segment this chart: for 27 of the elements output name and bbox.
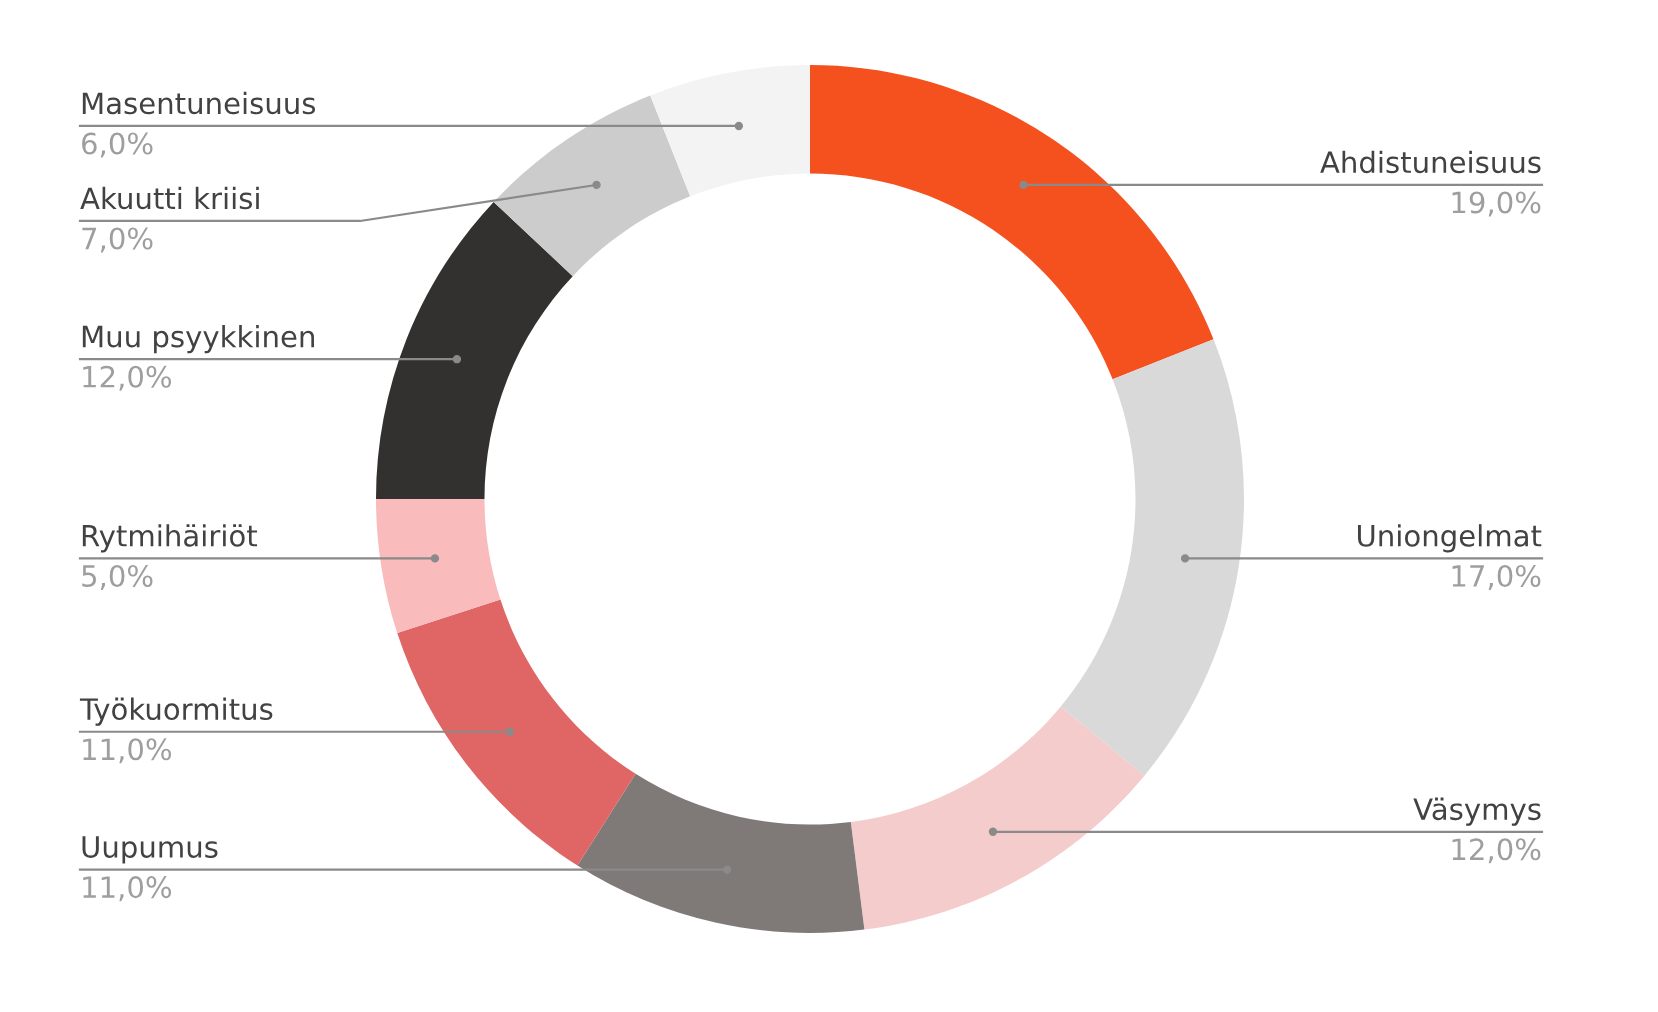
donut-slice (397, 599, 636, 866)
donut-slice (810, 65, 1214, 380)
donut-slice (1060, 339, 1244, 776)
slice-label: Uniongelmat (1357, 524, 1542, 553)
data-label: 11,0% (83, 738, 172, 764)
slice-label: Väsymys (1413, 797, 1541, 826)
donut-slice (376, 201, 573, 499)
donut-slice (493, 95, 691, 277)
donut-slice (850, 706, 1145, 930)
donut-slice (650, 65, 810, 197)
data-label: 5,0% (82, 564, 153, 590)
slice-label: Uupumus (82, 836, 218, 864)
slice-label: Ahdistuneisuus (1320, 150, 1541, 174)
data-label: 12,0% (83, 365, 172, 391)
data-label: 12,0% (1452, 838, 1541, 864)
slice-label: Muu psyykkinen (82, 324, 314, 354)
slice-label: Masentuneisuus (82, 91, 316, 115)
data-label: 7,0% (82, 227, 153, 253)
slice-label: Työkuormitus (79, 697, 273, 726)
slice-label: Rytmihäiriöt (82, 524, 258, 553)
data-label: 19,0% (1452, 191, 1541, 217)
data-label: 11,0% (83, 876, 172, 902)
slice-label: Akuutti kriisi (80, 186, 259, 210)
data-label: 6,0% (82, 132, 153, 158)
donut-slice (577, 773, 865, 933)
data-label: 17,0% (1452, 564, 1541, 590)
donut-slice (376, 499, 501, 634)
